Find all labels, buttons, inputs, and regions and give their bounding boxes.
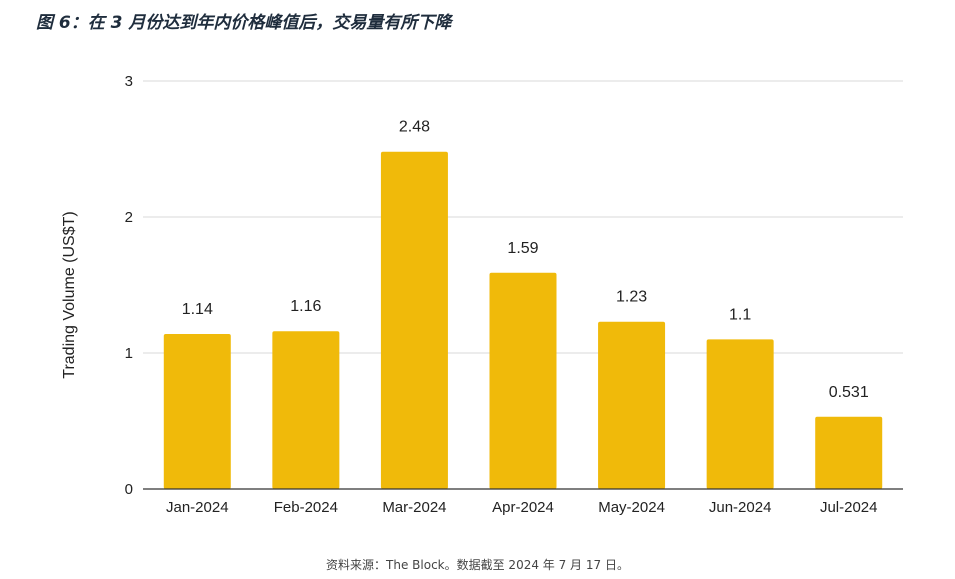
bar-feb-2024 [272,331,340,489]
bar-may-2024 [598,321,666,489]
x-tick-label: Apr-2024 [492,499,554,516]
data-label: 1.59 [507,240,538,257]
y-tick-label: 0 [125,481,133,498]
y-tick-label: 2 [125,209,133,226]
x-tick-label: Mar-2024 [382,499,446,516]
data-label: 1.16 [290,298,321,315]
data-label: 0.531 [829,384,869,401]
y-tick-label: 1 [125,345,133,362]
data-label: 1.23 [616,289,647,306]
data-label: 1.14 [182,301,213,318]
bar-jun-2024 [706,339,774,489]
data-labels: 1.14 1.16 2.48 1.59 1.23 1.1 0.531 [182,119,869,401]
x-tick-label: May-2024 [598,499,665,516]
x-axis-ticks: Jan-2024 Feb-2024 Mar-2024 Apr-2024 May-2024… [166,499,877,516]
x-tick-label: Jul-2024 [820,499,878,516]
bar-jul-2024 [815,416,883,489]
bar-jan-2024 [163,333,231,489]
bar-mar-2024 [380,151,448,489]
x-tick-label: Jun-2024 [709,499,772,516]
data-label: 1.1 [729,306,751,323]
x-tick-label: Feb-2024 [274,499,338,516]
x-tick-label: Jan-2024 [166,499,229,516]
y-tick-label: 3 [125,73,133,90]
data-label: 2.48 [399,119,430,136]
bar-apr-2024 [489,272,557,489]
y-axis-ticks: 0 1 2 3 [125,73,133,498]
y-axis-label: Trading Volume (US$T) [61,211,78,378]
source-note: 资料来源：The Block。数据截至 2024 年 7 月 17 日。 [326,558,629,572]
chart-title: 图 6：在 3 月份达到年内价格峰值后，交易量有所下降 [36,13,452,33]
bars [163,151,883,489]
